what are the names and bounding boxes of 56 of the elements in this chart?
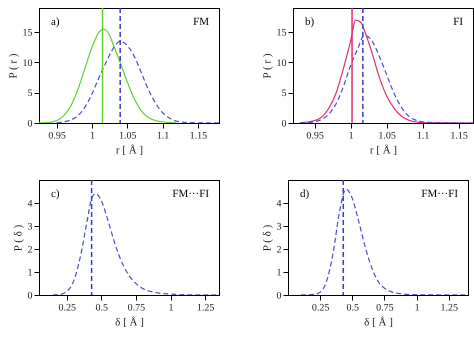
x-axis-title: δ [ Å ]: [115, 316, 144, 328]
x-axis-title: r [ Å ]: [370, 144, 398, 156]
y-tick-label: 2: [28, 244, 32, 256]
y-tick-label: 3: [276, 222, 282, 232]
annotation: FM: [193, 16, 210, 28]
y-tick-label: 5: [28, 88, 32, 100]
x-axis-title: δ [ Å ]: [364, 316, 393, 328]
y-tick-label: 0: [282, 118, 286, 130]
annotation: FM···FI: [172, 188, 210, 200]
y-tick-label: 1: [276, 268, 282, 278]
y-tick-label: 0: [276, 290, 282, 302]
x-tick-label: 1.1: [416, 130, 430, 142]
y-tick-label: 1: [28, 268, 32, 278]
x-tick-label: 0.75: [128, 302, 146, 314]
y-tick-label: 3: [28, 222, 32, 232]
x-tick-label: 1: [168, 302, 174, 314]
line-series: [300, 188, 468, 295]
x-tick-label: 1.05: [378, 130, 396, 142]
x-tick-label: 1.15: [190, 130, 208, 142]
y-axis-title: P ( r ): [8, 53, 20, 78]
y-axis-title: P ( δ ): [262, 224, 274, 252]
x-tick-label: 1.15: [450, 130, 468, 142]
annotation: FI: [453, 16, 464, 28]
x-tick-label: 1.25: [196, 302, 214, 314]
x-axis-title: r [ Å ]: [116, 144, 144, 156]
y-tick-label: 0: [28, 290, 32, 302]
y-tick-label: 4: [28, 198, 32, 210]
annotation: b): [305, 16, 314, 28]
x-tick-label: 0.5: [346, 302, 360, 314]
y-tick-label: 15: [22, 28, 32, 39]
x-tick-label: 0.5: [96, 302, 108, 314]
y-tick-label: 15: [276, 28, 286, 39]
annotation: d): [300, 188, 310, 200]
annotation: a): [51, 16, 60, 28]
x-tick-label: 1.1: [156, 130, 170, 142]
y-tick-label: 2: [276, 244, 282, 256]
x-tick-label: 1: [348, 130, 354, 142]
y-axis-title: P ( δ ): [12, 224, 24, 252]
y-tick-label: 5: [282, 88, 286, 100]
y-tick-label: 4: [276, 198, 282, 210]
x-tick-label: 1: [414, 302, 420, 314]
annotation: c): [51, 188, 60, 200]
x-tick-label: 1.25: [440, 302, 458, 314]
x-tick-label: 1: [90, 130, 95, 142]
x-tick-label: 0.95: [48, 130, 66, 142]
x-tick-label: 0.25: [312, 302, 330, 314]
x-tick-label: 1.05: [118, 130, 136, 142]
annotation: FM···FI: [421, 188, 458, 200]
y-axis-title: P ( r ): [262, 53, 274, 78]
x-tick-label: 0.75: [376, 302, 394, 314]
y-tick-label: 0: [28, 118, 32, 130]
line-series: [56, 40, 219, 123]
y-tick-label: 10: [276, 58, 286, 69]
y-tick-label: 10: [22, 58, 32, 69]
x-tick-label: 0.95: [306, 130, 324, 142]
x-tick-label: 0.25: [58, 302, 76, 314]
